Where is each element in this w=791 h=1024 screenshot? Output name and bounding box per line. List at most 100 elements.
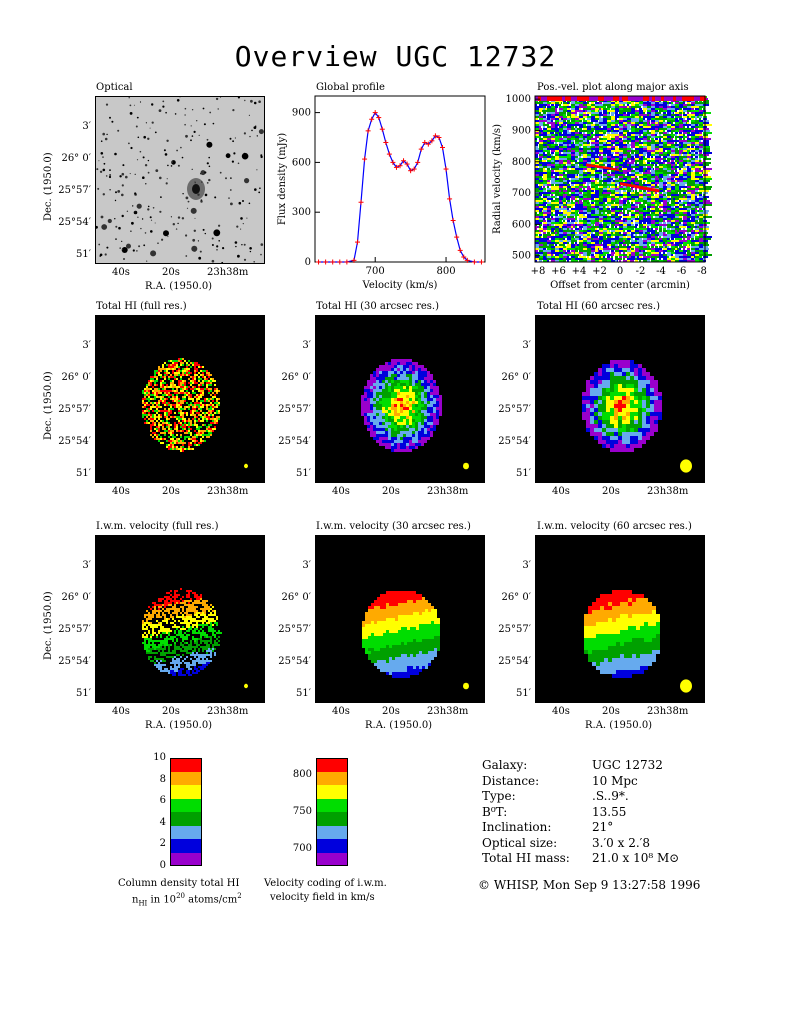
star-point — [144, 232, 147, 234]
star-point — [256, 135, 258, 137]
star-point — [121, 214, 124, 218]
vel-full-title: I.w.m. velocity (full res.) — [96, 521, 219, 532]
star-point — [191, 168, 193, 170]
beam-ellipse — [463, 682, 469, 690]
galaxy-info: Galaxy: UGC 12732 Distance: 10 Mpc Type: .S..… — [482, 758, 782, 868]
star-point — [126, 210, 129, 212]
star-point — [108, 175, 112, 179]
info-key: Inclination: — [482, 820, 552, 834]
info-value: 3.′0 x 2.′8 — [592, 835, 651, 850]
star-point — [121, 249, 123, 251]
star-point — [115, 225, 118, 228]
beam-ellipse — [244, 683, 248, 689]
profile-point — [425, 141, 431, 147]
star-point — [121, 247, 128, 253]
colorbar-tick-label: 800 — [292, 769, 312, 780]
dec-axis-label: Dec. (1950.0) — [43, 152, 54, 221]
pv-diagram: 500 600 700 800 900 1000 +8 +6 +4 +2 0 -2 -4 -6 -8 Offs… — [492, 94, 712, 291]
star-point — [147, 208, 150, 211]
ra-tick-label: 23h38m — [427, 486, 469, 497]
star-point — [253, 261, 255, 263]
star-point — [208, 165, 211, 168]
star-point — [228, 197, 230, 199]
star-point — [177, 164, 180, 167]
cbar2-caption-line2: velocity field in km/s — [270, 892, 375, 903]
star-point — [134, 192, 137, 195]
hi-60-map — [535, 315, 705, 483]
star-point — [109, 116, 111, 119]
star-point — [194, 217, 196, 219]
colorbar-cell — [316, 825, 348, 839]
profile-point — [415, 159, 421, 165]
star-point — [150, 219, 153, 221]
info-row: Distance: 10 Mpc — [482, 774, 782, 790]
star-point — [157, 242, 159, 244]
star-point — [191, 135, 194, 137]
star-point — [121, 184, 124, 187]
pv-noise — [535, 96, 712, 262]
profile-point — [471, 259, 477, 265]
hi-pixels — [582, 360, 662, 452]
dec-tick-label: 25°54′ — [58, 656, 91, 667]
star-point — [96, 225, 98, 229]
star-point — [143, 135, 146, 139]
dec-tick-label: 26° 0′ — [501, 592, 531, 603]
star-point — [136, 116, 139, 119]
star-point — [114, 152, 117, 156]
star-point — [190, 207, 197, 214]
colorbar-tick-label: 6 — [159, 795, 166, 807]
star-point — [184, 114, 186, 116]
star-point — [133, 104, 135, 106]
star-point — [184, 123, 186, 126]
info-key: Type: — [482, 789, 516, 803]
star-point — [193, 130, 196, 133]
star-point — [137, 136, 140, 139]
info-key: Total HI mass: — [482, 851, 570, 865]
dec-tick-label: 3′ — [82, 121, 91, 132]
star-point — [100, 152, 104, 155]
star-point — [130, 230, 132, 232]
star-point — [167, 236, 169, 238]
dec-tick-label: 51′ — [296, 468, 311, 479]
star-point — [172, 223, 175, 226]
profile-point — [369, 116, 375, 122]
ra-tick-label: 20s — [162, 267, 180, 278]
info-value: .S..9*. — [592, 789, 629, 803]
star-point — [213, 229, 221, 237]
star-point — [238, 201, 242, 205]
star-point — [232, 109, 235, 112]
profile-point — [454, 234, 460, 240]
hi-30-map — [315, 315, 485, 483]
star-point — [249, 247, 252, 250]
profile-point — [386, 151, 392, 157]
info-row: Type: .S..9*. — [482, 789, 782, 805]
colorbar-tick-label: 8 — [159, 773, 166, 785]
star-point — [117, 190, 121, 193]
profile-point — [372, 110, 378, 116]
ra-tick-label: 20s — [602, 486, 620, 497]
colorbar-cell — [316, 852, 348, 866]
star-point — [260, 253, 262, 256]
pv-xtick-label: +2 — [592, 266, 607, 277]
star-point — [193, 229, 196, 232]
star-point — [181, 217, 185, 220]
ra-tick-label: 23h38m — [647, 486, 689, 497]
star-point — [163, 149, 166, 152]
star-point — [192, 238, 196, 242]
pv-ytick-label: 800 — [512, 157, 531, 168]
star-point — [142, 176, 145, 179]
star-point — [162, 105, 165, 108]
hi-60-title: Total HI (60 arcsec res.) — [537, 301, 661, 312]
profile-ytick-label: 900 — [292, 108, 311, 119]
profile-point — [323, 259, 329, 265]
page-title: Overview UGC 12732 — [234, 40, 557, 73]
hi-full-map — [95, 315, 265, 483]
cbar1-caption-line1: Column density total HI — [118, 878, 240, 889]
star-point — [182, 193, 184, 195]
star-point — [249, 135, 251, 138]
global-profile-chart: 700 800 0 300 600 900 Velocity (km/s) Flux dens… — [277, 95, 486, 291]
profile-point — [457, 247, 463, 253]
star-point — [229, 137, 232, 140]
colorbar-cell — [170, 798, 202, 812]
dec-tick-label: 25°54′ — [278, 656, 311, 667]
